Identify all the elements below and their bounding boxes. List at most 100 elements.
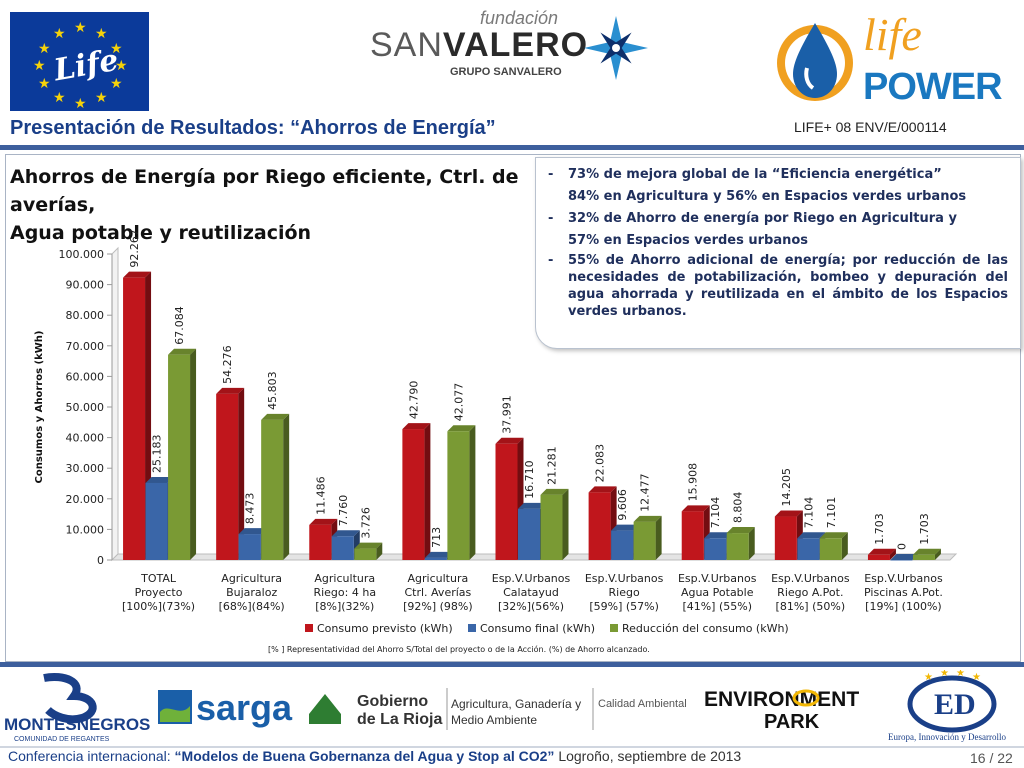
y-tick-label: 100.000 [59, 248, 105, 261]
bar-value-label: 0 [895, 543, 908, 550]
environment-park-icon: ENVIRONMENT PARK [704, 688, 859, 733]
svg-text:★: ★ [110, 76, 123, 92]
gobierno-text: Gobierno [357, 693, 428, 710]
chart-side-wall [111, 246, 119, 562]
conference-caption: Conferencia internacional: “Modelos de B… [8, 748, 741, 764]
y-tick-label: 90.000 [66, 279, 105, 292]
svg-text:★: ★ [956, 670, 965, 679]
gobierno-rioja-icon: Gobierno de La Rioja Agricultura, Ganade… [309, 688, 594, 730]
bar [588, 492, 611, 560]
chart-heading-line1: Ahorros de Energía por Riego eficiente, … [10, 166, 519, 216]
svg-text:★: ★ [33, 58, 46, 74]
bar-value-label: 12.477 [639, 473, 652, 512]
x-category-label: [19%] (100%) [865, 600, 942, 613]
bar-value-label: 25.183 [151, 434, 164, 473]
bar [633, 521, 656, 560]
svg-text:★: ★ [38, 41, 51, 57]
conference-place: Logroño, septiembre de 2013 [558, 748, 742, 764]
bar-side [889, 548, 896, 560]
bar-side [238, 387, 245, 560]
bar-value-label: 7.760 [337, 495, 350, 527]
bar-top [540, 488, 569, 495]
y-tick-label: 20.000 [66, 493, 105, 506]
bar-top [261, 413, 290, 420]
calidad-ambiental-text: Calidad Ambiental [598, 698, 687, 710]
bar-top [633, 515, 662, 522]
x-category-label: [41%] (55%) [682, 600, 752, 613]
bar-top [912, 548, 941, 555]
x-category-label: Agricultura [221, 572, 282, 585]
note-item: 55% de Ahorro adicional de energía; por … [548, 252, 1008, 320]
montesnegros-subtext: COMUNIDAD DE REGANTES [14, 736, 110, 743]
bar [774, 516, 797, 560]
conference-prefix: Conferencia internacional: [8, 748, 171, 764]
bar-top [819, 532, 848, 539]
y-axis-title: Consumos y Ahorros (kWh) [34, 331, 45, 484]
bar [447, 431, 470, 560]
bar-value-label: 7.104 [709, 497, 722, 529]
x-category-label: Agua Potable [681, 586, 754, 599]
bar-top [402, 423, 431, 430]
bar-top [238, 528, 267, 535]
svg-text:★: ★ [115, 58, 128, 74]
note-item: 73% de mejora global de la “Eficiencia e… [548, 164, 1008, 186]
y-tick-label: 70.000 [66, 340, 105, 353]
bar-top [331, 530, 360, 537]
svg-text:★: ★ [95, 26, 108, 42]
y-tick-label: 40.000 [66, 432, 105, 445]
montesnegros-logo: MONTESNEGROS COMUNIDAD DE REGANTES [4, 672, 154, 744]
x-category-label: Esp.V.Urbanos [585, 572, 664, 585]
x-category-label: Ctrl. Averías [404, 586, 471, 599]
note-item: 32% de Ahorro de energía por Riego en Ag… [548, 208, 1008, 230]
x-category-label: [32%](56%) [498, 600, 564, 613]
bar-top [168, 348, 197, 355]
environment-park-logo: ENVIRONMENT PARK [702, 682, 882, 738]
bar-value-label: 1.703 [873, 513, 886, 545]
park-text: PARK [764, 711, 820, 733]
bar-value-label: 7.104 [802, 497, 815, 529]
bar [238, 534, 261, 560]
agri-text: Agricultura, Ganadería y [451, 697, 581, 711]
x-category-label: [100%](73%) [122, 600, 195, 613]
bar [819, 538, 842, 560]
svg-text:★: ★ [74, 96, 87, 111]
bar-top [216, 387, 245, 394]
bar [797, 538, 820, 560]
svg-text:★: ★ [95, 90, 108, 106]
x-category-label: [8%](32%) [315, 600, 374, 613]
logo-fundacion-text: fundación [480, 8, 559, 28]
bar-top [309, 518, 338, 525]
x-category-label: Agricultura [314, 572, 375, 585]
sarga-text: sarga [196, 687, 293, 728]
bar-value-label: 3.726 [359, 507, 372, 539]
fundacion-sanvalero-logo: fundación SANVALERO GRUPO SANVALERO [370, 8, 660, 88]
x-category-label: Riego A.Pot. [777, 586, 843, 599]
note-item: 84% en Agricultura y 56% en Espacios ver… [568, 189, 967, 204]
x-category-label: Bujaraloz [226, 586, 277, 599]
x-category-label: Proyecto [135, 586, 183, 599]
x-category-label: Riego: 4 ha [313, 586, 376, 599]
bar-top [588, 486, 617, 493]
bar-top [145, 476, 174, 483]
life-power-power-text: POWER [863, 66, 1003, 108]
page-number: 16 / 22 [970, 750, 1013, 766]
legend-swatch [610, 624, 618, 632]
sun-drop-icon [777, 23, 853, 101]
bar-top [867, 548, 896, 555]
svg-text:★: ★ [940, 670, 949, 679]
bar-side [469, 425, 476, 560]
bar [309, 524, 332, 560]
bar-side [841, 532, 848, 560]
x-category-label: [68%](84%) [219, 600, 285, 613]
bar-top [518, 502, 546, 509]
bar [354, 548, 377, 560]
legend-label: Consumo previsto (kWh) [317, 622, 453, 635]
rioja-text: de La Rioja [357, 711, 442, 728]
bar-top [797, 532, 826, 539]
bar-top [447, 425, 476, 432]
svg-text:★: ★ [924, 672, 933, 683]
bar [540, 494, 563, 560]
y-tick-label: 0 [97, 554, 104, 567]
bar-value-label: 37.991 [501, 395, 514, 434]
